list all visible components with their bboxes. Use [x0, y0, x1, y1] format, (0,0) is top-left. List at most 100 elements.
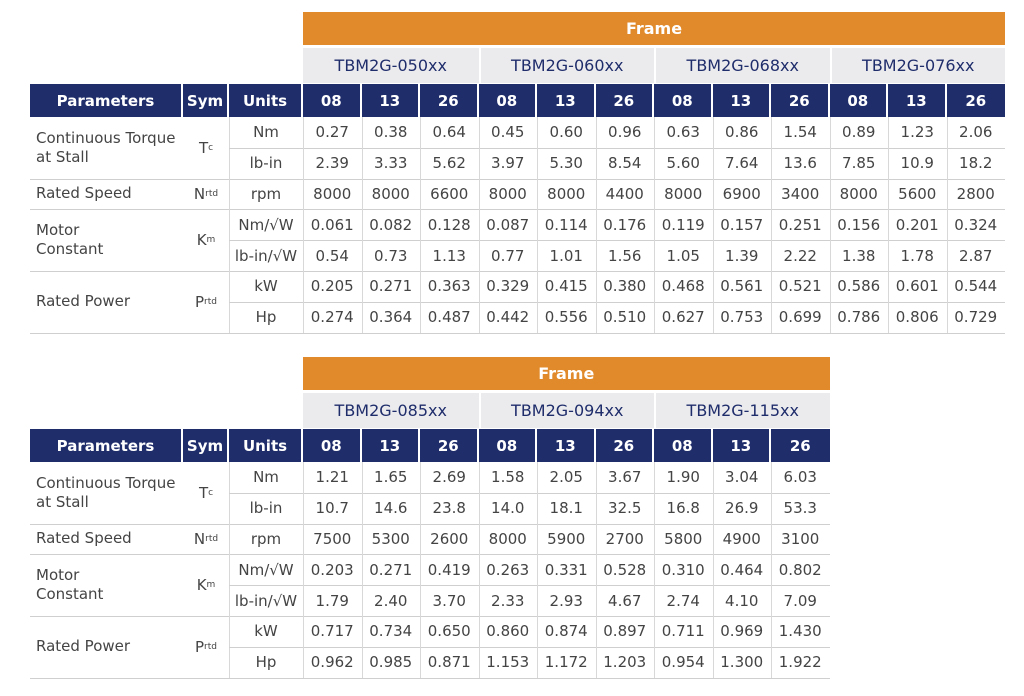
- divider: [595, 462, 597, 493]
- value-cell: 10.9: [900, 154, 934, 173]
- divider: [595, 147, 597, 179]
- divider: [595, 646, 597, 678]
- value-cell: 0.310: [661, 560, 705, 579]
- divider: [829, 301, 831, 333]
- value-cell: 0.985: [369, 653, 413, 672]
- divider: [420, 240, 421, 271]
- value-cell: 0.331: [544, 560, 588, 579]
- value-cell: 1.56: [608, 246, 642, 265]
- value-cell: 2.39: [315, 154, 349, 173]
- value-cell: 0.271: [369, 277, 413, 296]
- value-cell: 0.650: [427, 622, 471, 641]
- divider: [712, 523, 714, 555]
- divider: [478, 462, 480, 493]
- value-cell: 13.6: [783, 154, 817, 173]
- value-cell: 2.93: [549, 591, 583, 610]
- divider: [654, 616, 655, 647]
- divider: [30, 523, 830, 525]
- value-cell: 2700: [605, 529, 644, 548]
- divider: [654, 585, 655, 616]
- value-cell: 0.329: [486, 277, 530, 296]
- divider: [537, 646, 538, 678]
- divider: [712, 554, 714, 586]
- value-cell: 18.1: [549, 499, 583, 518]
- divider: [537, 462, 538, 493]
- value-cell: 1.39: [725, 246, 759, 265]
- value-cell: 5800: [664, 529, 703, 548]
- header-cell: 26: [595, 429, 654, 462]
- divider: [888, 240, 889, 271]
- unit-cell: Hp: [255, 653, 277, 672]
- divider: [595, 301, 597, 333]
- value-cell: 0.45: [491, 123, 525, 142]
- value-cell: 0.114: [544, 215, 588, 234]
- divider: [771, 646, 772, 678]
- value-cell: 0.64: [432, 123, 466, 142]
- value-cell: 4400: [605, 184, 644, 203]
- divider: [946, 147, 948, 179]
- parameter-line: Rated Speed: [36, 529, 132, 548]
- divider: [478, 301, 480, 333]
- divider: [595, 616, 597, 647]
- symbol-subscript: c: [208, 487, 214, 498]
- divider: [303, 462, 304, 493]
- value-cell: 0.969: [720, 622, 764, 641]
- divider: [303, 271, 304, 302]
- frame-header: Frame: [303, 12, 1005, 45]
- symbol-subscript: c: [208, 142, 214, 153]
- divider: [595, 585, 597, 616]
- unit-cell: rpm: [250, 529, 282, 548]
- header-cell: 08: [654, 429, 713, 462]
- divider: [478, 178, 480, 210]
- value-cell: 0.203: [310, 560, 354, 579]
- divider: [229, 585, 830, 587]
- value-cell: 0.442: [486, 308, 530, 327]
- value-cell: 10.7: [315, 499, 349, 518]
- divider: [888, 271, 889, 302]
- divider: [229, 178, 230, 210]
- divider: [537, 301, 538, 333]
- divider: [712, 209, 714, 241]
- value-cell: 5.30: [549, 154, 583, 173]
- divider: [420, 585, 421, 616]
- symbol: P: [195, 637, 205, 656]
- value-cell: 0.962: [310, 653, 354, 672]
- unit-cell: Nm/√W: [238, 215, 294, 234]
- divider: [229, 240, 1005, 242]
- value-cell: 0.586: [837, 277, 881, 296]
- divider: [478, 271, 480, 302]
- value-cell: 1.58: [491, 468, 525, 487]
- value-cell: 32.5: [608, 499, 642, 518]
- unit-cell: kW: [254, 622, 278, 641]
- value-cell: 0.63: [666, 123, 700, 142]
- divider: [478, 554, 480, 586]
- value-cell: 1.430: [778, 622, 822, 641]
- divider: [946, 240, 948, 271]
- unit-cell: Nm: [253, 123, 279, 142]
- divider: [595, 523, 597, 555]
- value-cell: 2600: [430, 529, 469, 548]
- header-cell: Sym: [183, 429, 229, 462]
- value-cell: 0.38: [374, 123, 408, 142]
- divider: [654, 554, 655, 586]
- unit-cell: lb-in/√W: [234, 591, 298, 610]
- value-cell: 8.54: [608, 154, 642, 173]
- value-cell: 0.380: [603, 277, 647, 296]
- value-cell: 6.03: [783, 468, 817, 487]
- divider: [537, 209, 538, 241]
- value-cell: 7.85: [842, 154, 876, 173]
- divider: [654, 646, 655, 678]
- divider: [771, 301, 772, 333]
- value-cell: 3.33: [374, 154, 408, 173]
- divider: [420, 523, 421, 555]
- divider: [771, 554, 772, 586]
- divider: [771, 616, 772, 647]
- divider: [361, 301, 363, 333]
- divider: [30, 616, 830, 617]
- divider: [771, 271, 772, 302]
- divider: [712, 271, 714, 302]
- divider: [595, 240, 597, 271]
- value-cell: 0.205: [310, 277, 354, 296]
- header-cell: 13: [712, 429, 771, 462]
